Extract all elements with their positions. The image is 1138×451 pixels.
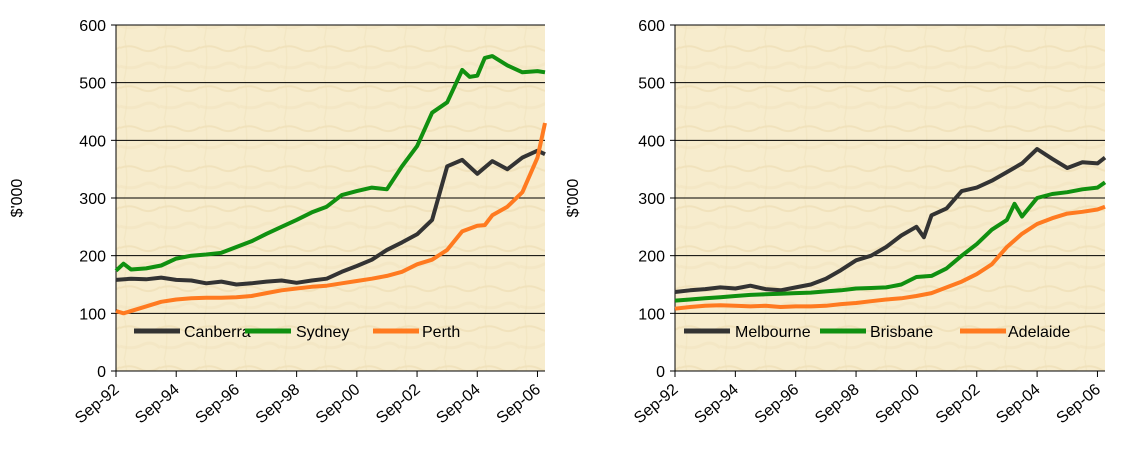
- y-tick-label: 0: [656, 364, 665, 381]
- x-tick-label: Sep-06: [494, 381, 545, 427]
- x-tick-label: Sep-04: [993, 381, 1044, 427]
- x-tick-label: Sep-04: [433, 381, 484, 427]
- y-tick-label: 200: [638, 249, 665, 266]
- series-line-canberra: [115, 148, 546, 287]
- legend: Melbourne Brisbane Adelaide: [684, 324, 1070, 341]
- y-tick-label: 600: [79, 18, 106, 35]
- y-axis-label: $'000: [9, 179, 26, 218]
- legend-label-brisbane: Brisbane: [870, 324, 933, 341]
- y-tick-label: 200: [79, 249, 106, 266]
- legend-label-canberra: Canberra: [184, 324, 251, 341]
- series-line-perth: [115, 122, 547, 316]
- x-tick-label: Sep-92: [631, 381, 682, 427]
- y-tick-label: 600: [638, 18, 665, 35]
- y-tick-label: 300: [79, 191, 106, 208]
- series-line-brisbane: [674, 180, 1107, 303]
- series-line-adelaide: [674, 204, 1106, 311]
- y-tick-label: 500: [79, 76, 106, 93]
- y-tick-label: 400: [79, 133, 106, 150]
- x-tick-label: Sep-98: [253, 381, 304, 427]
- series-line-sydney: [114, 54, 546, 273]
- y-tick-label: 500: [638, 76, 665, 93]
- legend-label-sydney: Sydney: [296, 324, 349, 341]
- x-tick-label: Sep-02: [373, 381, 424, 427]
- x-tick-label: Sep-92: [72, 381, 123, 427]
- x-tick-label: Sep-94: [691, 381, 742, 427]
- x-tick-label: Sep-00: [313, 381, 364, 427]
- legend-label-melbourne: Melbourne: [735, 324, 811, 341]
- x-tick-label: Sep-06: [1054, 381, 1105, 427]
- x-tick-label: Sep-96: [752, 381, 803, 427]
- legend-label-adelaide: Adelaide: [1008, 324, 1070, 341]
- y-tick-label: 100: [79, 306, 106, 323]
- y-tick-label: 100: [638, 306, 665, 323]
- x-tick-label: Sep-00: [873, 381, 924, 427]
- y-tick-label: 300: [638, 191, 665, 208]
- x-tick-label: Sep-94: [132, 381, 183, 427]
- x-tick-label: Sep-98: [812, 381, 863, 427]
- y-axis-label: $'000: [565, 179, 582, 218]
- x-tick-label: Sep-96: [193, 381, 244, 427]
- legend: Canberra Sydney Perth: [134, 324, 460, 341]
- y-tick-label: 400: [638, 133, 665, 150]
- series-line-melbourne: [674, 147, 1107, 294]
- y-tick-label: 0: [97, 364, 106, 381]
- legend-label-perth: Perth: [422, 324, 460, 341]
- x-tick-label: Sep-02: [933, 381, 984, 427]
